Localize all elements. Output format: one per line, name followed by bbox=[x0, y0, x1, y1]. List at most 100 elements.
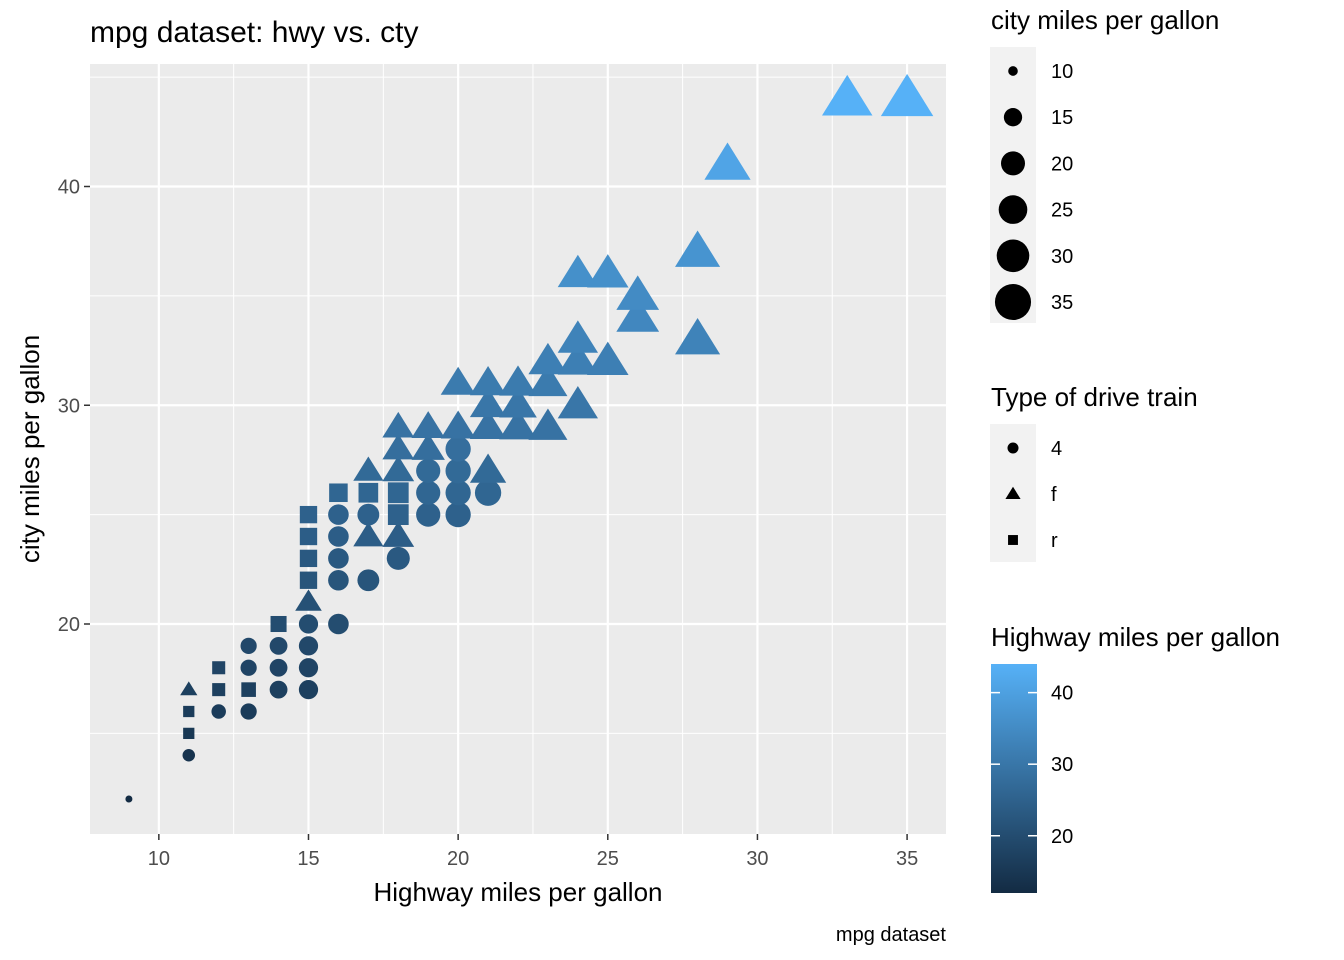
color-legend-label: 30 bbox=[1051, 754, 1073, 776]
data-point bbox=[212, 661, 226, 675]
shape-legend-key bbox=[1008, 535, 1018, 545]
data-point bbox=[299, 549, 318, 568]
data-point bbox=[269, 658, 288, 677]
size-legend: 10 15 20 25 30 35 bbox=[994, 61, 1073, 321]
x-tick-label: 25 bbox=[597, 848, 619, 870]
data-point bbox=[328, 526, 349, 547]
data-point bbox=[386, 546, 410, 570]
data-point bbox=[357, 569, 380, 592]
shape-legend-title: Type of drive train bbox=[991, 382, 1198, 412]
size-legend-label: 30 bbox=[1051, 246, 1073, 268]
x-tick-label: 10 bbox=[148, 848, 170, 870]
y-axis-title: city miles per gallon bbox=[15, 335, 45, 563]
shape-legend-key bbox=[1007, 442, 1019, 454]
data-point bbox=[440, 366, 476, 395]
data-point bbox=[211, 704, 226, 719]
x-axis-ticks: 10 15 20 25 30 35 bbox=[148, 834, 918, 870]
data-point bbox=[382, 433, 415, 460]
y-tick-label: 20 bbox=[58, 614, 80, 636]
data-point bbox=[387, 482, 409, 504]
chart-title: mpg dataset: hwy vs. cty bbox=[90, 16, 418, 49]
data-point bbox=[469, 366, 507, 396]
data-point bbox=[382, 521, 415, 547]
data-point bbox=[445, 436, 471, 462]
data-point bbox=[183, 705, 195, 718]
shape-legend-label: f bbox=[1051, 484, 1057, 506]
data-point bbox=[557, 385, 599, 419]
data-point bbox=[299, 505, 318, 524]
data-point bbox=[557, 320, 599, 353]
data-point bbox=[416, 502, 441, 527]
data-point bbox=[125, 795, 133, 803]
data-point bbox=[499, 365, 537, 396]
data-point bbox=[299, 571, 318, 589]
data-point bbox=[675, 318, 721, 355]
size-legend-key bbox=[998, 195, 1028, 224]
panel-background bbox=[90, 64, 946, 834]
data-point bbox=[528, 364, 568, 397]
data-point bbox=[587, 341, 629, 376]
data-point bbox=[411, 411, 445, 439]
size-legend-key bbox=[996, 239, 1030, 273]
data-point bbox=[382, 455, 415, 482]
data-point bbox=[353, 522, 384, 547]
major-gridlines bbox=[90, 64, 946, 834]
x-tick-label: 20 bbox=[447, 848, 469, 870]
color-legend-ticks: 20 30 40 bbox=[991, 683, 1073, 848]
data-point bbox=[528, 342, 568, 375]
x-tick-label: 30 bbox=[746, 848, 768, 870]
data-point bbox=[675, 230, 721, 267]
shape-legend: 4 f r bbox=[1005, 438, 1062, 552]
data-point bbox=[499, 409, 537, 440]
data-point bbox=[416, 480, 441, 505]
data-point bbox=[880, 73, 934, 117]
data-point bbox=[298, 636, 319, 656]
data-point bbox=[469, 387, 507, 418]
data-point bbox=[329, 483, 348, 503]
data-point bbox=[557, 342, 599, 375]
data-point bbox=[616, 275, 660, 310]
data-point bbox=[557, 254, 599, 288]
data-point bbox=[469, 409, 507, 439]
data-point bbox=[240, 637, 257, 654]
color-bar bbox=[991, 664, 1037, 893]
data-point bbox=[382, 411, 415, 438]
y-tick-label: 40 bbox=[58, 177, 80, 199]
data-point bbox=[445, 458, 471, 484]
data-point bbox=[240, 659, 257, 676]
size-legend-label: 20 bbox=[1051, 153, 1073, 175]
data-point bbox=[822, 74, 873, 116]
data-point bbox=[298, 658, 319, 678]
data-point bbox=[295, 589, 322, 611]
data-point bbox=[183, 727, 195, 740]
data-point bbox=[499, 387, 537, 418]
data-point bbox=[587, 254, 629, 288]
data-point bbox=[182, 748, 196, 762]
data-point bbox=[270, 615, 287, 633]
x-tick-label: 15 bbox=[297, 848, 319, 870]
data-point bbox=[616, 297, 660, 332]
data-point bbox=[353, 456, 384, 481]
size-legend-keys-background bbox=[990, 47, 1036, 323]
data-point bbox=[241, 682, 256, 697]
size-legend-label: 15 bbox=[1051, 107, 1073, 129]
data-point bbox=[445, 480, 471, 506]
size-legend-title: city miles per gallon bbox=[991, 5, 1219, 35]
data-point bbox=[212, 683, 226, 697]
data-point bbox=[704, 142, 751, 180]
shape-legend-key bbox=[1005, 486, 1021, 499]
size-legend-key bbox=[1000, 151, 1026, 176]
data-point bbox=[528, 408, 568, 440]
data-point bbox=[474, 479, 502, 506]
data-point bbox=[357, 503, 380, 526]
size-legend-label: 35 bbox=[1051, 292, 1073, 314]
y-axis-ticks: 20 30 40 bbox=[58, 177, 90, 636]
x-axis-title: Highway miles per gallon bbox=[373, 877, 662, 907]
shape-legend-label: r bbox=[1051, 530, 1058, 552]
size-legend-label: 25 bbox=[1051, 200, 1073, 222]
data-point bbox=[469, 453, 507, 483]
color-legend-label: 40 bbox=[1051, 683, 1073, 705]
minor-gridlines bbox=[90, 64, 946, 834]
data-point bbox=[445, 501, 471, 528]
